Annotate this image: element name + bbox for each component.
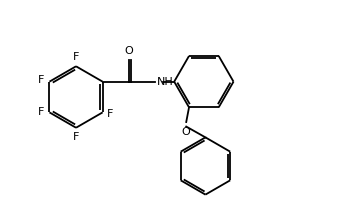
Text: F: F	[73, 52, 79, 62]
Text: F: F	[38, 107, 44, 117]
Text: F: F	[73, 132, 79, 142]
Text: F: F	[107, 109, 113, 119]
Text: F: F	[38, 75, 44, 85]
Text: NH: NH	[157, 77, 174, 87]
Text: O: O	[125, 46, 133, 56]
Text: O: O	[182, 126, 190, 137]
